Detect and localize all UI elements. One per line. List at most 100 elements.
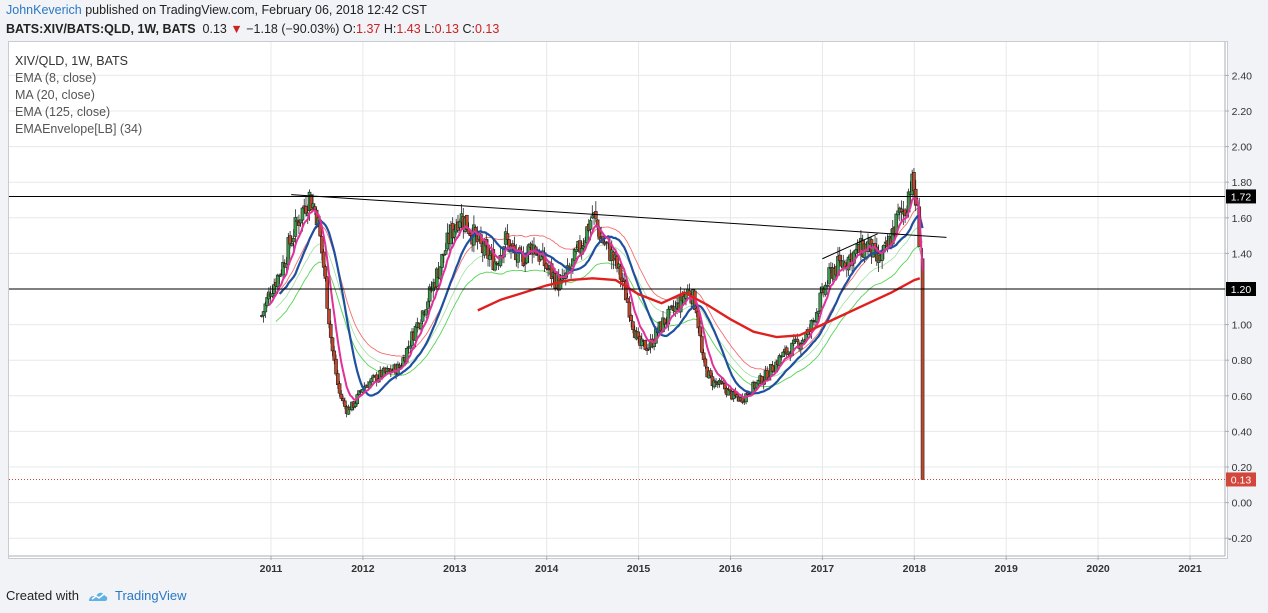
candle-body bbox=[408, 345, 413, 349]
candle-body bbox=[427, 286, 432, 302]
candle-body bbox=[325, 276, 330, 309]
candle-body bbox=[652, 342, 656, 348]
y-tick-label: 2.00 bbox=[1232, 142, 1253, 154]
candle-body bbox=[625, 297, 630, 303]
candle-body bbox=[853, 249, 858, 255]
change-value: −1.18 (−90.03%) bbox=[246, 22, 340, 36]
candle-body bbox=[295, 219, 299, 223]
last-price-label: 0.13 bbox=[1231, 474, 1252, 486]
level-label: 1.72 bbox=[1231, 191, 1252, 203]
symbol-info-line: BATS:XIV/BATS:QLD, 1W, BATS 0.13 ▼ −1.18… bbox=[6, 22, 499, 36]
published-text: published on TradingView.com, February 0… bbox=[85, 3, 427, 17]
candle-body bbox=[714, 381, 718, 383]
open-value: 1.37 bbox=[356, 22, 381, 36]
candle-body bbox=[698, 326, 702, 336]
y-tick-label: -0.20 bbox=[1228, 533, 1252, 545]
candle-body bbox=[505, 233, 510, 240]
candle-body bbox=[837, 254, 842, 262]
candle-body bbox=[419, 322, 423, 330]
ma20-line bbox=[278, 215, 924, 397]
y-tick-label: 0.40 bbox=[1232, 426, 1253, 438]
y-tick-label: 0.60 bbox=[1232, 391, 1253, 403]
x-tick-label: 2017 bbox=[811, 563, 835, 575]
low-value: 0.13 bbox=[434, 22, 459, 36]
candle-body bbox=[643, 339, 648, 350]
candle-body bbox=[795, 338, 800, 342]
candle-body bbox=[288, 235, 292, 245]
candle-body bbox=[590, 215, 595, 219]
x-tick-label: 2015 bbox=[627, 563, 651, 575]
candle-body bbox=[701, 352, 706, 360]
candle-body bbox=[825, 284, 830, 287]
legend-item-envelope[interactable]: EMAEnvelope[LB] (34) bbox=[15, 122, 143, 136]
candle-body bbox=[546, 268, 550, 271]
author-link[interactable]: JohnKeverich bbox=[6, 3, 82, 17]
legend-item-ema8[interactable]: EMA (8, close) bbox=[15, 71, 97, 85]
x-tick-label: 2011 bbox=[260, 563, 283, 575]
y-tick-label: 2.20 bbox=[1232, 106, 1253, 118]
candle-body bbox=[703, 358, 708, 367]
candle-body bbox=[313, 206, 317, 210]
candle-body bbox=[708, 370, 713, 377]
candle-body bbox=[487, 254, 492, 260]
created-with-text: Created with bbox=[6, 588, 79, 603]
candle-body bbox=[440, 253, 444, 268]
candle-body bbox=[639, 338, 644, 346]
candle-body bbox=[330, 337, 335, 352]
candle-body bbox=[320, 236, 324, 254]
chart-pane[interactable] bbox=[8, 41, 1228, 559]
candle-body bbox=[588, 220, 593, 230]
candle-body bbox=[426, 301, 430, 309]
x-tick-label: 2021 bbox=[1178, 563, 1202, 575]
candle-body bbox=[615, 255, 619, 269]
candle-body bbox=[341, 398, 345, 402]
candle-body bbox=[618, 265, 623, 280]
candle-body bbox=[523, 262, 527, 265]
trendline[interactable] bbox=[291, 194, 947, 238]
candle-body bbox=[624, 280, 628, 301]
candle-body bbox=[293, 217, 298, 237]
x-tick-label: 2013 bbox=[443, 563, 467, 575]
low-label: L: bbox=[424, 22, 435, 36]
symbol-name: BATS:XIV/BATS:QLD, 1W, BATS bbox=[6, 22, 196, 36]
candle-body bbox=[270, 293, 275, 297]
x-tick-label: 2016 bbox=[719, 563, 743, 575]
y-tick-label: 0.80 bbox=[1232, 355, 1253, 367]
trendline[interactable] bbox=[822, 233, 878, 260]
high-value: 1.43 bbox=[396, 22, 421, 36]
candle-body bbox=[912, 172, 916, 192]
tradingview-link[interactable]: TradingView bbox=[87, 588, 187, 603]
candle-body bbox=[304, 205, 308, 214]
x-tick-label: 2014 bbox=[535, 563, 559, 575]
candle-body bbox=[629, 315, 633, 321]
candle-body bbox=[899, 208, 904, 212]
y-tick-label: 1.00 bbox=[1232, 320, 1253, 332]
candle-body bbox=[647, 347, 651, 350]
y-tick-label: 0.20 bbox=[1232, 462, 1253, 474]
candle-body bbox=[334, 358, 338, 375]
legend-title: XIV/QLD, 1W, BATS bbox=[15, 54, 128, 68]
level-label: 1.20 bbox=[1231, 284, 1252, 296]
candle-body bbox=[574, 248, 579, 252]
candle-body bbox=[668, 306, 672, 310]
candle-body bbox=[424, 309, 428, 316]
publish-header: JohnKeverich published on TradingView.co… bbox=[6, 3, 427, 17]
candle-body bbox=[818, 292, 823, 311]
candle-body bbox=[920, 258, 925, 480]
candle-body bbox=[343, 400, 347, 407]
candle-body bbox=[770, 364, 775, 372]
legend-item-ma20[interactable]: MA (20, close) bbox=[15, 88, 95, 102]
candle-body bbox=[328, 323, 333, 338]
candle-body bbox=[327, 308, 331, 325]
candle-body bbox=[493, 261, 497, 271]
candle-body bbox=[816, 311, 821, 315]
candle-body bbox=[544, 263, 549, 269]
legend-item-ema125[interactable]: EMA (125, close) bbox=[15, 105, 111, 119]
level-label-box bbox=[1226, 189, 1256, 204]
candle-body bbox=[290, 243, 294, 246]
candle-body bbox=[336, 373, 340, 386]
y-tick-label: 0.00 bbox=[1232, 498, 1253, 510]
candle-body bbox=[321, 251, 326, 268]
x-tick-label: 2012 bbox=[351, 563, 375, 575]
